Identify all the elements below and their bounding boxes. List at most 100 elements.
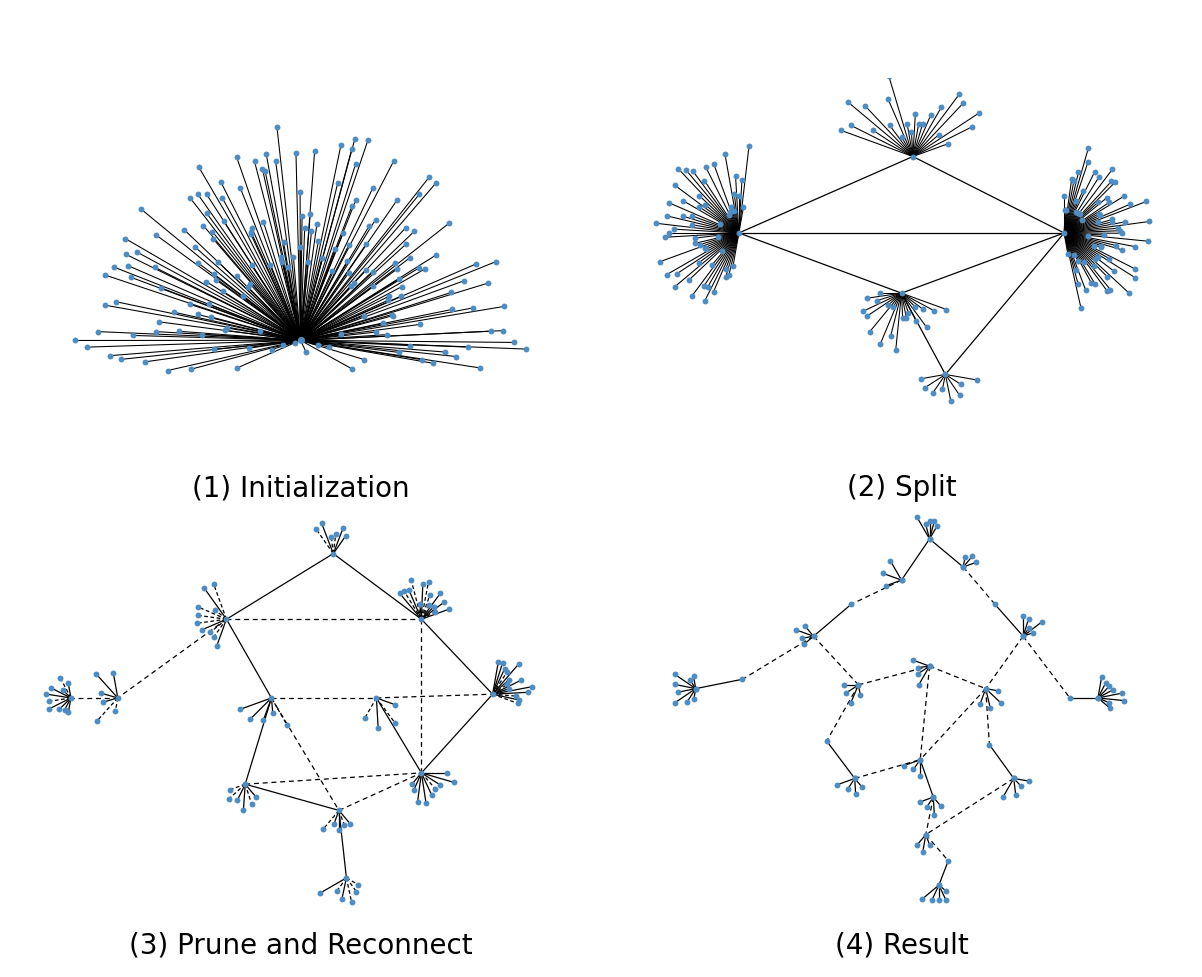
Point bbox=[936, 367, 956, 383]
Point bbox=[379, 289, 398, 305]
Point bbox=[427, 248, 446, 264]
Point bbox=[337, 529, 356, 544]
Point bbox=[1067, 206, 1087, 222]
Point bbox=[923, 789, 942, 805]
Point bbox=[1088, 691, 1107, 706]
Point bbox=[329, 823, 349, 838]
Point bbox=[1033, 615, 1052, 630]
Point bbox=[458, 340, 477, 356]
Point bbox=[252, 161, 272, 177]
Point bbox=[916, 517, 935, 532]
Point bbox=[939, 137, 958, 152]
Point bbox=[174, 223, 194, 238]
Point bbox=[683, 218, 702, 234]
Point bbox=[936, 302, 956, 318]
Point bbox=[1089, 195, 1108, 211]
Point bbox=[665, 279, 684, 295]
Point bbox=[912, 891, 932, 907]
Point bbox=[250, 324, 269, 340]
Point bbox=[489, 655, 508, 670]
Point bbox=[950, 388, 969, 404]
Point bbox=[908, 509, 927, 525]
Point bbox=[291, 186, 310, 201]
Point bbox=[392, 279, 411, 295]
Point bbox=[147, 324, 166, 340]
Point bbox=[397, 221, 416, 236]
Point bbox=[1084, 259, 1103, 275]
Point bbox=[419, 170, 439, 186]
Point bbox=[724, 204, 743, 220]
Point bbox=[227, 149, 246, 165]
Point bbox=[1071, 301, 1090, 317]
Point bbox=[124, 328, 143, 344]
Point bbox=[213, 284, 232, 300]
Point bbox=[914, 302, 933, 318]
Point bbox=[89, 324, 108, 340]
Text: (2) Split: (2) Split bbox=[846, 474, 957, 502]
Point bbox=[906, 314, 926, 329]
Point bbox=[36, 687, 55, 702]
Point bbox=[673, 209, 692, 225]
Point bbox=[953, 560, 972, 575]
Point bbox=[213, 191, 232, 206]
Point bbox=[418, 574, 438, 590]
Point bbox=[911, 752, 930, 768]
Point bbox=[445, 775, 464, 790]
Point bbox=[506, 689, 525, 704]
Point bbox=[657, 209, 677, 225]
Point bbox=[242, 225, 261, 240]
Point bbox=[385, 715, 404, 731]
Point bbox=[1100, 696, 1119, 711]
Point bbox=[338, 254, 357, 270]
Point bbox=[929, 892, 948, 908]
Point bbox=[1069, 165, 1088, 181]
Point bbox=[864, 123, 883, 139]
Point bbox=[119, 259, 138, 275]
Point bbox=[911, 794, 930, 810]
Point bbox=[313, 251, 332, 267]
Point bbox=[928, 518, 947, 533]
Point bbox=[792, 631, 811, 647]
Point bbox=[438, 765, 457, 781]
Point bbox=[188, 599, 207, 615]
Point bbox=[422, 787, 441, 803]
Point bbox=[870, 286, 889, 302]
Point bbox=[505, 335, 524, 351]
Point bbox=[679, 274, 698, 289]
Point bbox=[322, 530, 341, 545]
Point bbox=[683, 209, 702, 225]
Point bbox=[180, 297, 200, 313]
Point bbox=[1054, 190, 1073, 205]
Point bbox=[189, 160, 208, 176]
Point bbox=[915, 380, 934, 396]
Point bbox=[1085, 165, 1105, 181]
Point bbox=[796, 618, 815, 634]
Point bbox=[1013, 609, 1033, 624]
Point bbox=[1119, 285, 1138, 301]
Point bbox=[404, 783, 423, 798]
Point bbox=[841, 597, 861, 613]
Point bbox=[426, 782, 445, 797]
Point bbox=[478, 276, 498, 291]
Point bbox=[986, 597, 1005, 613]
Point bbox=[1019, 620, 1039, 636]
Point bbox=[272, 250, 291, 266]
Point bbox=[684, 692, 703, 707]
Point bbox=[932, 798, 951, 814]
Point bbox=[242, 227, 261, 242]
Point bbox=[665, 222, 684, 237]
Point bbox=[413, 576, 433, 592]
Point bbox=[1114, 190, 1133, 205]
Point bbox=[49, 701, 69, 717]
Point bbox=[1069, 276, 1088, 292]
Point bbox=[87, 666, 106, 682]
Point bbox=[147, 229, 166, 244]
Point bbox=[294, 221, 314, 236]
Point bbox=[189, 608, 208, 623]
Point bbox=[1090, 208, 1109, 224]
Point bbox=[201, 625, 220, 641]
Point bbox=[849, 677, 868, 693]
Point bbox=[905, 300, 924, 316]
Point bbox=[668, 685, 688, 701]
Point bbox=[725, 187, 744, 202]
